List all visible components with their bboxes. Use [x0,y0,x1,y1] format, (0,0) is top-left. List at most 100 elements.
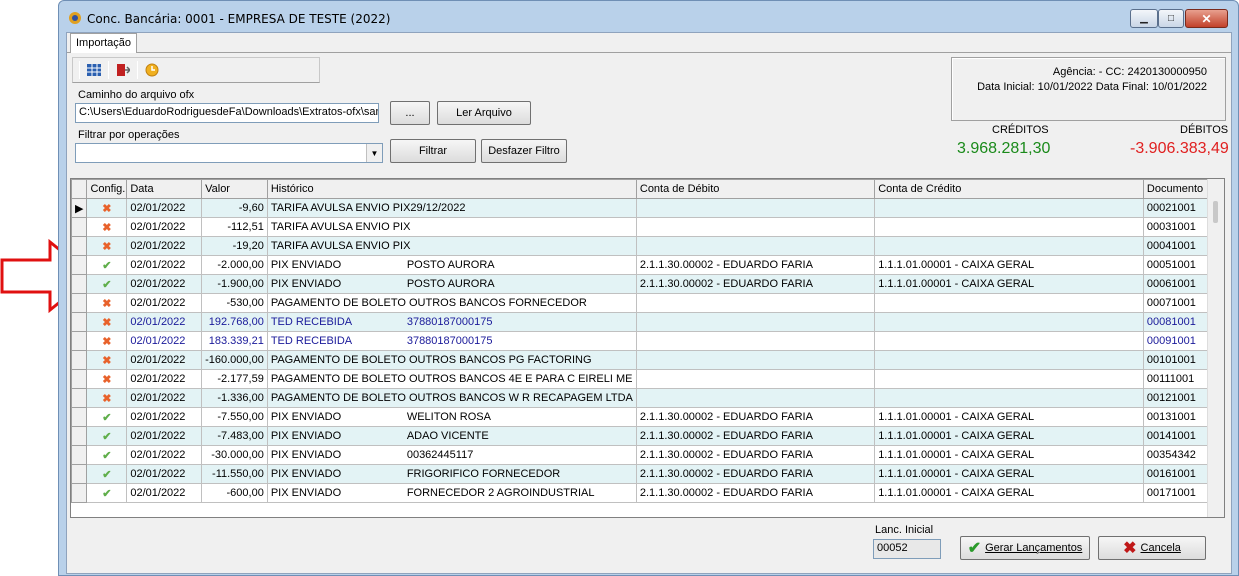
table-row[interactable]: ✔ 02/01/2022 -7.550,00 PIX ENVIADO WELITON R… [71,407,1224,427]
row-indicator[interactable] [71,407,88,427]
config-cell[interactable]: ✖ [86,369,128,389]
row-indicator[interactable] [71,331,88,351]
config-cell[interactable]: ✖ [86,293,128,313]
config-cell[interactable]: ✖ [86,198,128,218]
x-icon[interactable]: ✖ [102,202,112,215]
table-row[interactable]: ✖ 02/01/2022 -1.336,00 PAGAMENTO DE BOLETO … [71,388,1224,408]
check-icon[interactable]: ✔ [102,487,112,500]
browse-button[interactable]: ... [390,101,430,125]
row-indicator[interactable] [71,426,88,446]
file-path-input[interactable]: C:\Users\EduardoRodriguesdeFa\Downloads\… [75,103,379,123]
row-indicator[interactable] [71,464,88,484]
config-cell[interactable]: ✖ [86,217,128,237]
scroll-thumb[interactable] [1213,201,1218,223]
tab-importacao[interactable]: Importação [70,33,138,53]
x-icon[interactable]: ✖ [102,335,112,348]
column-header[interactable]: Conta de Crédito [874,179,1144,199]
config-cell[interactable]: ✔ [86,426,128,446]
column-header[interactable]: Data [126,179,203,199]
row-indicator[interactable] [71,293,88,313]
row-indicator[interactable] [71,388,88,408]
check-icon[interactable]: ✔ [102,259,112,272]
credit-account-cell [874,312,1144,332]
table-row[interactable]: ✔ 02/01/2022 -600,00 PIX ENVIADO FORNECEDOR … [71,483,1224,503]
column-header[interactable]: Valor [201,179,268,199]
maximize-button[interactable]: □ [1158,9,1184,28]
config-cell[interactable]: ✖ [86,388,128,408]
credit-account-cell [874,198,1144,218]
history-detail: 29/12/2022 [410,202,466,214]
debit-account-cell [635,293,876,313]
grid-tool-button[interactable] [83,60,105,80]
row-indicator[interactable] [71,312,88,332]
column-header[interactable]: Documento [1142,179,1224,199]
table-row[interactable]: ✖ 02/01/2022 -530,00 PAGAMENTO DE BOLETO OU… [71,293,1224,313]
row-indicator[interactable]: ▶ [71,198,88,218]
filter-button[interactable]: Filtrar [390,139,476,163]
minimize-button[interactable]: ▁ [1130,9,1158,28]
filter-select[interactable]: ▼ [75,143,383,163]
config-cell[interactable]: ✔ [86,464,128,484]
table-row[interactable]: ✖ 02/01/2022 -160.000,00 PAGAMENTO DE BOLET… [71,350,1224,370]
row-indicator[interactable] [71,236,88,256]
column-header[interactable]: Histórico [266,179,637,199]
row-indicator[interactable] [71,274,88,294]
config-cell[interactable]: ✖ [86,312,128,332]
exit-tool-button[interactable] [112,60,134,80]
row-indicator[interactable] [71,217,88,237]
table-row[interactable]: ✔ 02/01/2022 -11.550,00 PIX ENVIADO FRIGORIF… [71,464,1224,484]
x-icon[interactable]: ✖ [102,240,112,253]
check-icon[interactable]: ✔ [102,411,112,424]
x-icon[interactable]: ✖ [102,221,112,234]
date-cell: 02/01/2022 [126,312,203,332]
table-row[interactable]: ✖ 02/01/2022 183.339,21 TED RECEBIDA 3788018… [71,331,1224,351]
dropdown-arrow-icon[interactable]: ▼ [366,144,382,162]
read-file-button[interactable]: Ler Arquivo [437,101,531,125]
table-row[interactable]: ✖ 02/01/2022 192.768,00 TED RECEBIDA 3788018… [71,312,1224,332]
check-icon[interactable]: ✔ [102,449,112,462]
x-icon[interactable]: ✖ [102,392,112,405]
lanc-inicial-field[interactable]: 00052 [873,539,941,559]
row-indicator[interactable] [71,445,88,465]
config-cell[interactable]: ✖ [86,331,128,351]
history-text: PIX ENVIADO [270,430,342,442]
undo-filter-button[interactable]: Desfazer Filtro [481,139,567,163]
config-cell[interactable]: ✔ [86,255,128,275]
history-cell: PIX ENVIADO WELITON ROSA [266,407,637,427]
transactions-grid[interactable]: Config. Data Valor Histórico Conta de Débito… [70,178,1225,518]
check-icon[interactable]: ✔ [102,468,112,481]
row-indicator[interactable] [71,350,88,370]
cancel-button[interactable]: ✖ Cancela [1098,536,1206,560]
row-indicator[interactable] [71,255,88,275]
config-cell[interactable]: ✖ [86,350,128,370]
config-cell[interactable]: ✔ [86,445,128,465]
x-icon[interactable]: ✖ [102,297,112,310]
check-icon[interactable]: ✔ [102,278,112,291]
table-row[interactable]: ▶ ✖ 02/01/2022 -9,60 TARIFA AVULSA ENVIO PIX… [71,198,1224,218]
title-bar[interactable]: Conc. Bancária: 0001 - EMPRESA DE TESTE … [59,1,1238,33]
x-icon[interactable]: ✖ [102,354,112,367]
row-indicator[interactable] [71,483,88,503]
clock-tool-button[interactable] [141,60,163,80]
check-icon[interactable]: ✔ [102,430,112,443]
table-row[interactable]: ✔ 02/01/2022 -30.000,00 PIX ENVIADO 00362445… [71,445,1224,465]
close-button[interactable]: ✕ [1185,9,1228,28]
x-icon[interactable]: ✖ [102,373,112,386]
column-header[interactable]: Conta de Débito [635,179,876,199]
table-row[interactable]: ✔ 02/01/2022 -7.483,00 PIX ENVIADO ADAO VICE… [71,426,1224,446]
config-cell[interactable]: ✖ [86,236,128,256]
table-row[interactable]: ✖ 02/01/2022 -19,20 TARIFA AVULSA ENVIO PIX… [71,236,1224,256]
config-cell[interactable]: ✔ [86,407,128,427]
config-cell[interactable]: ✔ [86,274,128,294]
vertical-scrollbar[interactable] [1207,179,1224,517]
table-row[interactable]: ✖ 02/01/2022 -2.177,59 PAGAMENTO DE BOLETO … [71,369,1224,389]
history-cell: TARIFA AVULSA ENVIO PIX [266,217,637,237]
column-header[interactable]: Config. [86,179,128,199]
config-cell[interactable]: ✔ [86,483,128,503]
table-row[interactable]: ✔ 02/01/2022 -2.000,00 PIX ENVIADO POSTO AUR… [71,255,1224,275]
generate-entries-button[interactable]: ✔ Gerar Lançamentos [960,536,1090,560]
row-indicator[interactable] [71,369,88,389]
table-row[interactable]: ✖ 02/01/2022 -112,51 TARIFA AVULSA ENVIO PI… [71,217,1224,237]
x-icon[interactable]: ✖ [102,316,112,329]
table-row[interactable]: ✔ 02/01/2022 -1.900,00 PIX ENVIADO POSTO AUR… [71,274,1224,294]
